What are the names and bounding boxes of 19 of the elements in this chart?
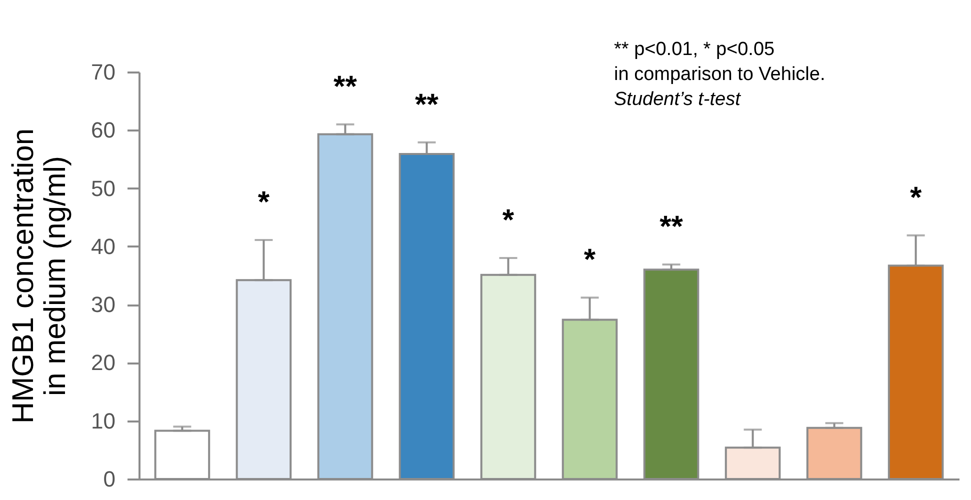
y-tick-label: 40	[91, 234, 116, 259]
y-tick-label: 60	[91, 118, 116, 143]
y-tick-label: 10	[91, 408, 116, 434]
y-axis-title: HMGB1 concentration in medium (ng/ml)	[7, 128, 72, 424]
annotation: Student’s t-test	[614, 89, 742, 110]
y-tick-label: 0	[103, 466, 116, 492]
annotation: in comparison to Vehicle.	[614, 64, 826, 85]
y-tick-label: 20	[91, 350, 116, 376]
data-label: *	[502, 204, 514, 238]
data-label: **	[334, 70, 358, 104]
y-tick-label: 70	[91, 60, 116, 84]
data-label: *	[584, 244, 596, 277]
y-tick-label: 50	[91, 176, 116, 201]
data-label: *	[258, 186, 270, 220]
data-label: **	[660, 210, 684, 244]
data-label: **	[415, 88, 439, 122]
text: ** p<0.01, * p<0.05	[614, 39, 775, 60]
data-label: *	[910, 181, 922, 214]
y-tick-label: 30	[91, 292, 116, 318]
